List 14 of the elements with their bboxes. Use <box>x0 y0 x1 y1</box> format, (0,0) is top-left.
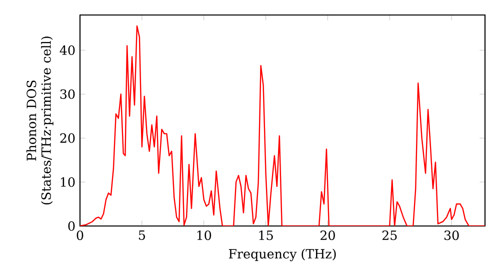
y-tick-label: 30 <box>60 89 75 99</box>
x-tick-label: 20 <box>320 230 335 240</box>
x-tick-label: 25 <box>382 230 397 240</box>
y-axis-title: Phonon DOS (States/THz·primitive cell) <box>26 36 54 204</box>
x-tick-label: 15 <box>259 230 273 240</box>
y-tick-label: 10 <box>60 177 75 187</box>
x-tick-label: 30 <box>444 230 459 240</box>
x-tick-label: 0 <box>76 230 84 240</box>
x-tick-label: 5 <box>138 230 145 240</box>
y-tick-label: 0 <box>68 221 75 231</box>
x-tick-label: 10 <box>197 230 212 240</box>
y-tick-label: 40 <box>60 45 75 55</box>
x-axis-title: Frequency (THz) <box>228 248 336 262</box>
y-tick-label: 20 <box>60 133 75 143</box>
